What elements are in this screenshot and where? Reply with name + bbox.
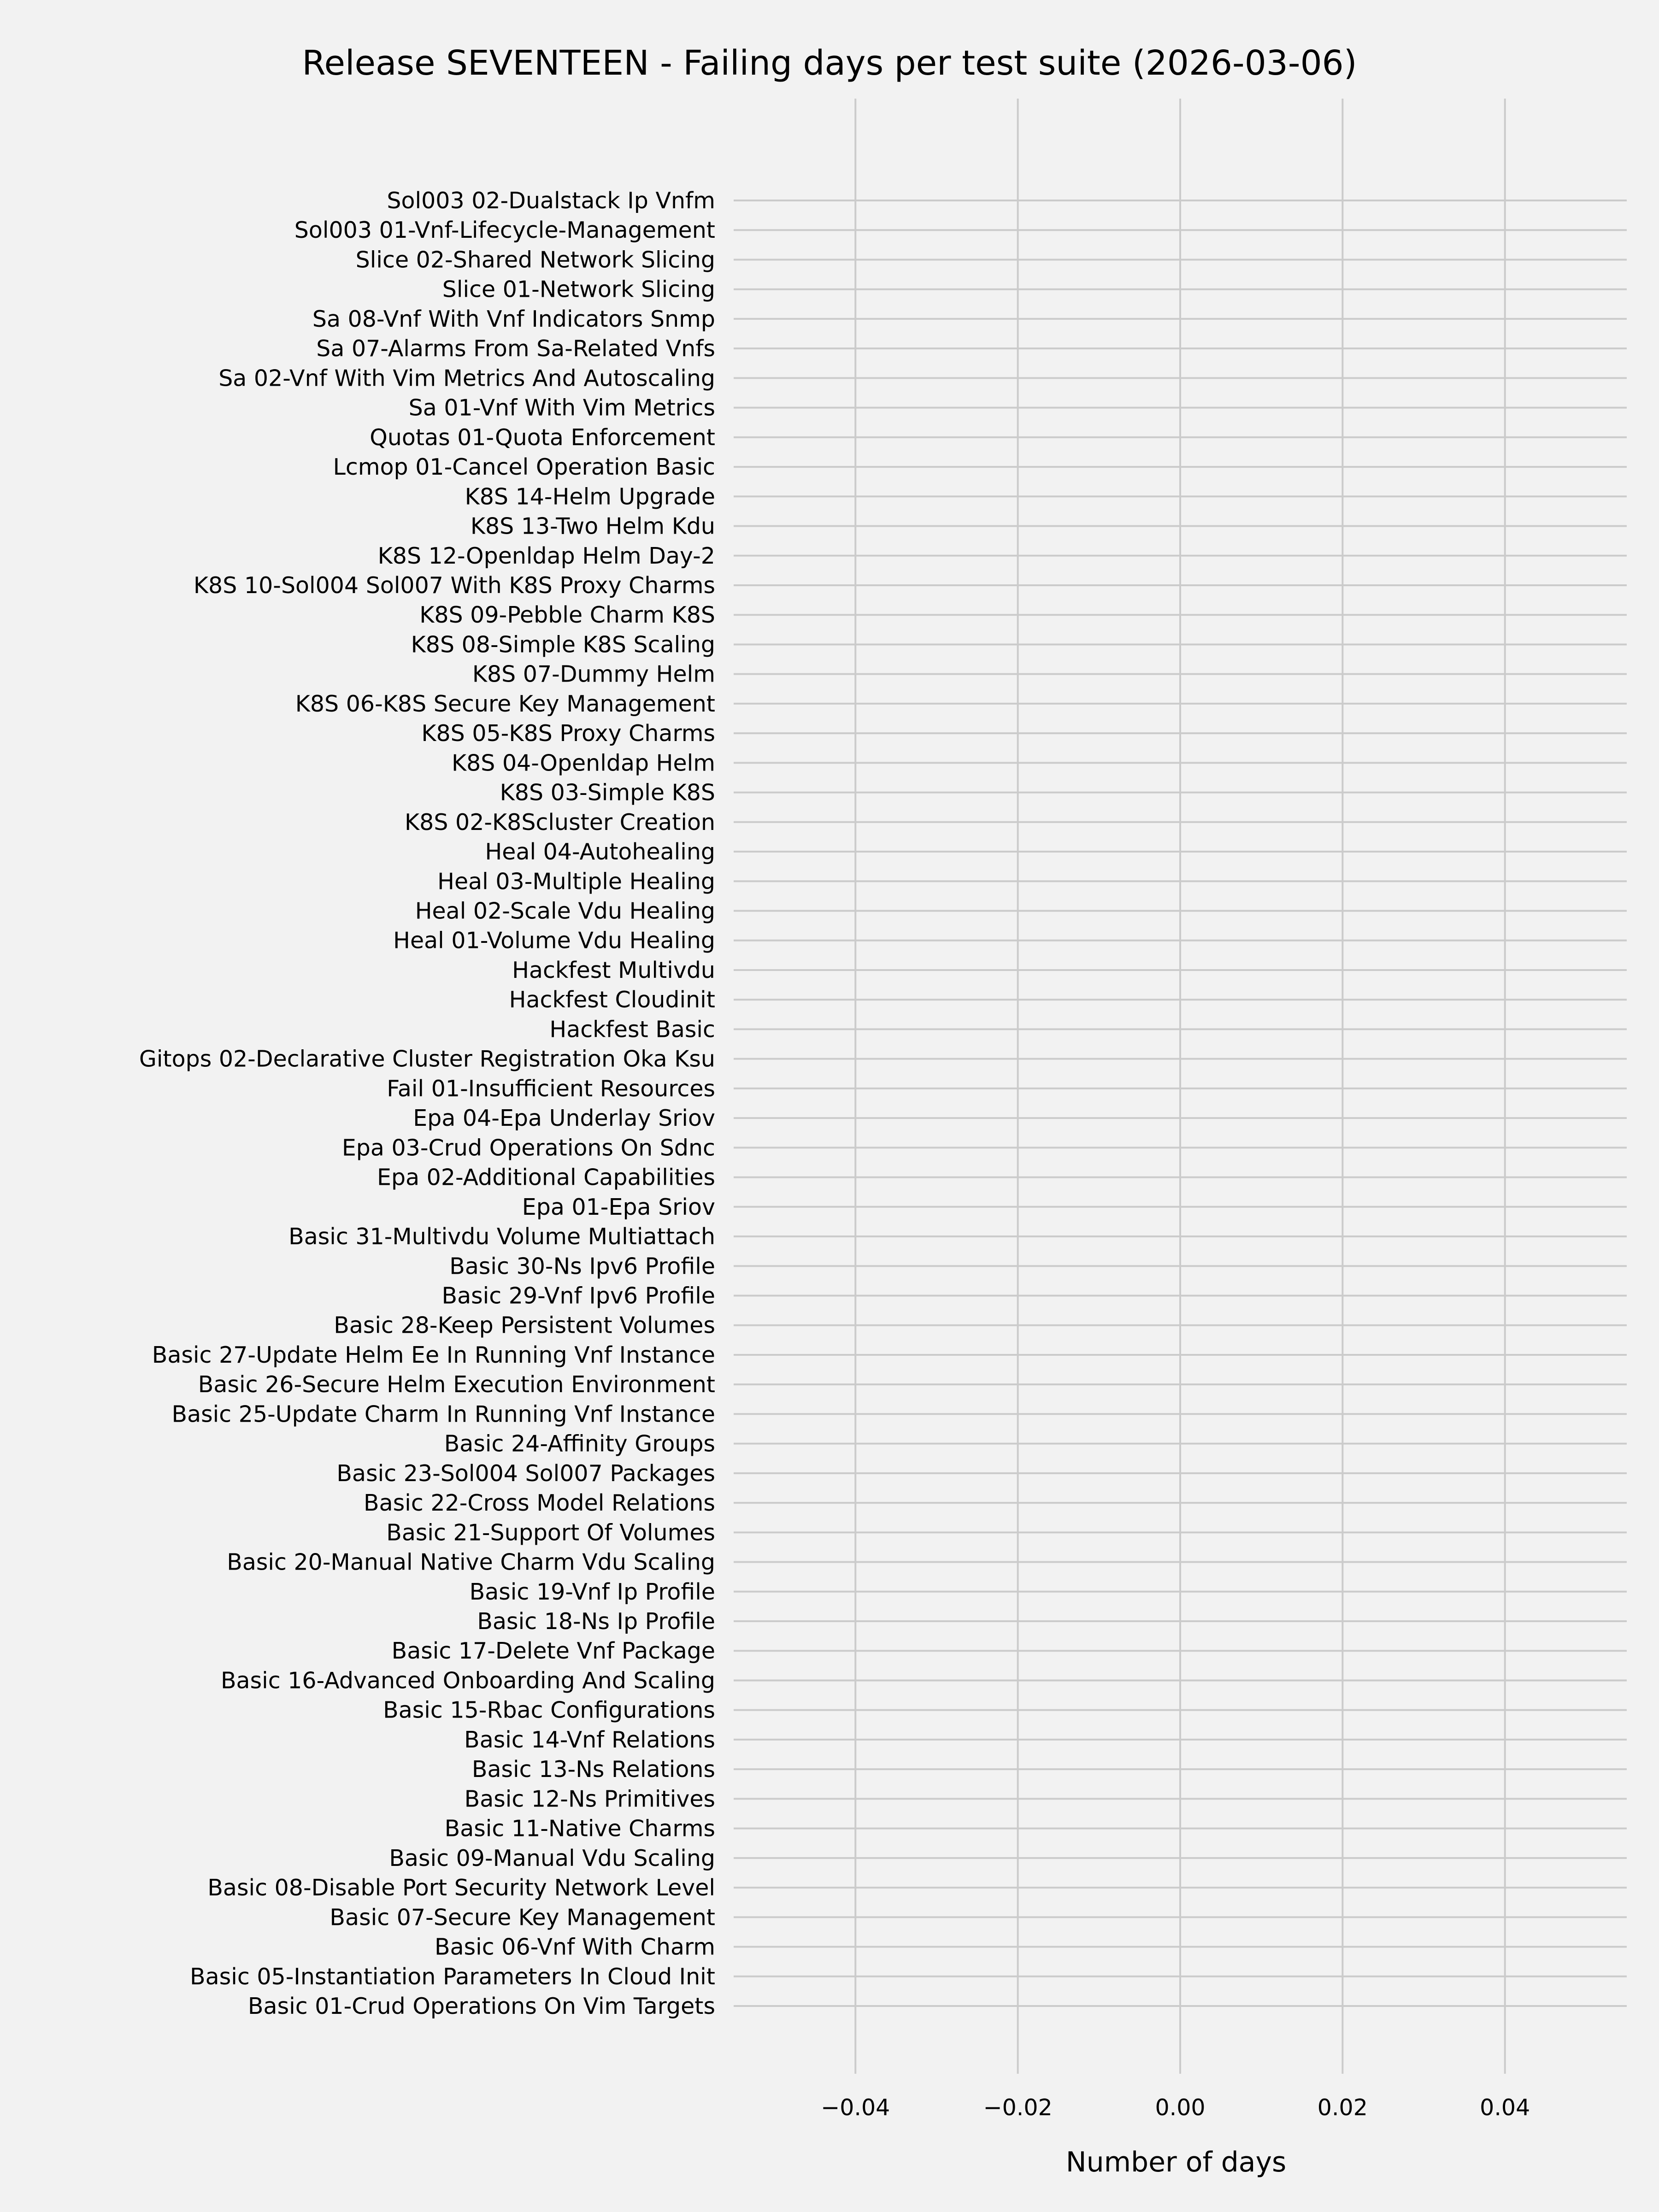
y-tick-label: Basic 12-Ns Primitives (465, 1786, 715, 1812)
y-tick-label: Basic 27-Update Helm Ee In Running Vnf I… (152, 1342, 715, 1368)
y-tick-label: K8S 14-Helm Upgrade (465, 483, 715, 510)
y-tick-label: Hackfest Basic (549, 1016, 715, 1042)
x-tick-label: 0.00 (1155, 2094, 1205, 2121)
y-tick-label: Epa 04-Epa Underlay Sriov (413, 1105, 715, 1131)
y-tick-label: Basic 01-Crud Operations On Vim Targets (248, 1993, 715, 2019)
y-tick-label: Basic 19-Vnf Ip Profile (470, 1579, 715, 1605)
y-tick-label: Slice 02-Shared Network Slicing (356, 247, 715, 273)
y-tick-label: Sol003 02-Dualstack Ip Vnfm (387, 188, 715, 214)
y-tick-label: Basic 13-Ns Relations (472, 1756, 715, 1783)
y-tick-label: Gitops 02-Declarative Cluster Registrati… (139, 1046, 715, 1072)
x-tick-label: 0.02 (1318, 2094, 1368, 2121)
y-tick-label: Basic 17-Delete Vnf Package (392, 1638, 715, 1664)
y-tick-label: Basic 22-Cross Model Relations (364, 1490, 715, 1516)
y-tick-label: Lcmop 01-Cancel Operation Basic (333, 454, 715, 480)
y-tick-label: Basic 09-Manual Vdu Scaling (389, 1845, 715, 1871)
y-tick-label: Basic 26-Secure Helm Execution Environme… (198, 1371, 715, 1398)
y-tick-label: Heal 02-Scale Vdu Healing (415, 898, 715, 924)
y-tick-label: Basic 16-Advanced Onboarding And Scaling (221, 1667, 715, 1694)
x-axis-label: Number of days (1066, 2146, 1287, 2178)
y-tick-label: Fail 01-Insufficient Resources (387, 1076, 715, 1102)
y-tick-label: K8S 07-Dummy Helm (472, 661, 715, 688)
y-tick-label: K8S 03-Simple K8S (500, 780, 715, 806)
y-tick-label: Basic 14-Vnf Relations (464, 1727, 715, 1753)
y-tick-label: K8S 05-K8S Proxy Charms (421, 720, 715, 747)
y-tick-label: Basic 08-Disable Port Security Network L… (207, 1875, 715, 1901)
y-tick-label: Basic 18-Ns Ip Profile (477, 1608, 715, 1635)
x-tick-label: −0.04 (821, 2094, 890, 2121)
y-tick-label: Sa 08-Vnf With Vnf Indicators Snmp (312, 306, 715, 332)
horizontal-gridlines (734, 200, 1627, 2007)
y-tick-label: K8S 09-Pebble Charm K8S (419, 602, 715, 628)
y-tick-label: Slice 01-Network Slicing (442, 276, 715, 303)
y-tick-label: Sa 07-Alarms From Sa-Related Vnfs (316, 335, 715, 362)
y-tick-label: Heal 04-Autohealing (485, 839, 715, 865)
y-tick-label: Epa 01-Epa Sriov (522, 1194, 715, 1220)
vertical-gridlines (854, 99, 1506, 2074)
y-tick-label: Heal 03-Multiple Healing (437, 868, 715, 894)
x-tick-label: 0.04 (1480, 2094, 1530, 2121)
x-axis-ticks: −0.04 −0.02 0.00 0.02 0.04 (821, 2094, 1530, 2121)
y-tick-label: Basic 25-Update Charm In Running Vnf Ins… (171, 1401, 715, 1427)
y-tick-label: Basic 05-Instantiation Parameters In Clo… (190, 1964, 715, 1990)
y-tick-label: Sol003 01-Vnf-Lifecycle-Management (294, 217, 715, 243)
y-tick-label: Basic 15-Rbac Configurations (383, 1697, 715, 1724)
y-tick-label: Hackfest Multivdu (512, 957, 715, 983)
y-axis-labels: Sol003 02-Dualstack Ip Vnfm Sol003 01-Vnf… (139, 188, 715, 2019)
x-tick-label: −0.02 (983, 2094, 1053, 2121)
y-tick-label: Basic 06-Vnf With Charm (435, 1934, 715, 1960)
chart-title: Release SEVENTEEN - Failing days per tes… (302, 43, 1357, 83)
y-tick-label: Basic 29-Vnf Ipv6 Profile (441, 1282, 715, 1309)
y-tick-label: Sa 01-Vnf With Vim Metrics (409, 395, 715, 421)
y-tick-label: Sa 02-Vnf With Vim Metrics And Autoscali… (218, 365, 715, 391)
y-tick-label: Basic 23-Sol004 Sol007 Packages (336, 1460, 715, 1487)
y-tick-label: Basic 11-Native Charms (445, 1816, 715, 1842)
y-tick-label: Heal 01-Volume Vdu Healing (393, 928, 715, 954)
y-tick-label: Epa 03-Crud Operations On Sdnc (342, 1135, 715, 1161)
y-tick-label: Basic 20-Manual Native Charm Vdu Scaling (227, 1549, 715, 1576)
y-tick-label: Epa 02-Additional Capabilities (377, 1165, 715, 1191)
y-tick-label: K8S 13-Two Helm Kdu (471, 513, 715, 540)
y-tick-label: K8S 06-K8S Secure Key Management (295, 691, 715, 717)
y-tick-label: K8S 10-Sol004 Sol007 With K8S Proxy Char… (194, 572, 715, 599)
y-tick-label: K8S 08-Simple K8S Scaling (411, 631, 715, 658)
y-tick-label: Hackfest Cloudinit (509, 987, 715, 1013)
y-tick-label: Basic 30-Ns Ipv6 Profile (449, 1253, 715, 1279)
y-tick-label: K8S 02-K8Scluster Creation (405, 809, 715, 835)
y-tick-label: K8S 12-Openldap Helm Day-2 (378, 543, 715, 569)
y-tick-label: Basic 31-Multivdu Volume Multiattach (288, 1224, 715, 1250)
y-tick-label: Basic 28-Keep Persistent Volumes (334, 1312, 715, 1339)
y-tick-label: Quotas 01-Quota Enforcement (370, 424, 715, 451)
y-tick-label: K8S 04-Openldap Helm (452, 750, 715, 776)
y-tick-label: Basic 24-Affinity Groups (444, 1431, 715, 1457)
y-tick-label: Basic 07-Secure Key Management (329, 1904, 715, 1930)
y-tick-label: Basic 21-Support Of Volumes (386, 1519, 715, 1546)
